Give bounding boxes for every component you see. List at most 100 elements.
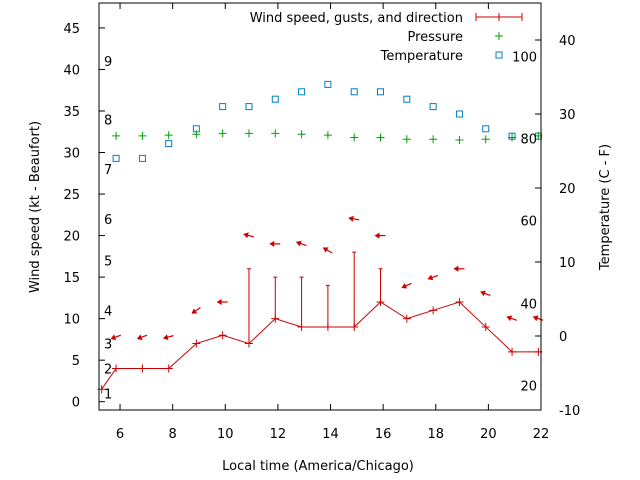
wind-speed-point <box>402 314 411 323</box>
wind-speed-point <box>218 331 227 340</box>
tick-labels-layer: 6 8 10 12 14 16 18 20 22051015202530354045-10010… <box>63 22 580 442</box>
wind-speed-point <box>508 347 517 356</box>
wind-direction-arrow <box>532 315 544 322</box>
pressure-point <box>112 131 121 140</box>
wind-arrow-head <box>401 283 408 289</box>
temperature-point <box>138 154 146 162</box>
wind-speed-line <box>101 301 539 390</box>
wind-direction-arrow <box>322 247 333 254</box>
legend-key-pressure <box>495 32 503 40</box>
y-left-tick-label: 15 <box>63 271 80 286</box>
pressure-point <box>218 129 227 138</box>
wind-direction-arrow <box>295 240 307 247</box>
wind-speed-point <box>429 306 438 315</box>
wind-arrow-head <box>480 290 486 297</box>
wind-speed-point <box>112 364 121 373</box>
y-left-tick-label: 40 <box>63 63 80 78</box>
y-right-tick-label: 30 <box>559 108 576 123</box>
y-right-tick-label: -10 <box>559 404 580 419</box>
pressure-point <box>244 129 253 138</box>
y-left-tick-label: 25 <box>63 188 80 203</box>
temperature-point <box>192 125 200 133</box>
wind-arrow-head <box>348 215 354 222</box>
wind-arrow-head <box>322 247 329 253</box>
y-left-tick-label: 5 <box>72 354 80 369</box>
y-axis-left-label: Wind speed (kt - Beaufort) <box>28 121 43 293</box>
y-left-tick-label: 10 <box>63 313 80 328</box>
legend-label-wind: Wind speed, gusts, and direction <box>250 11 463 26</box>
wind-direction-arrow <box>374 232 386 239</box>
y-axis-right-label: Temperature (C - F) <box>598 144 613 271</box>
wind-arrow-head <box>136 334 143 341</box>
wind-direction-arrow <box>480 290 491 297</box>
wind-direction-arrow <box>348 215 360 222</box>
wind-arrow-head <box>191 308 198 314</box>
x-tick-label: 14 <box>322 427 339 442</box>
x-tick-label: 22 <box>533 427 550 442</box>
temperature-point <box>245 103 253 111</box>
y-right-tick-label: 40 <box>559 34 576 49</box>
beaufort-label: 3 <box>104 338 112 353</box>
pressure-point <box>297 130 306 139</box>
legend-label-temperature: Temperature <box>380 49 463 64</box>
wind-gust-bar <box>325 284 330 327</box>
pressure-point <box>138 131 147 140</box>
temperature-point <box>350 88 358 96</box>
wind-arrow-head <box>243 232 249 239</box>
wind-direction-arrow <box>427 274 439 281</box>
y-left-tick-label: 20 <box>63 230 80 245</box>
y-left-tick-label: 0 <box>72 396 80 411</box>
temperature-point <box>455 110 463 118</box>
temperature-point <box>298 88 306 96</box>
temperature-point <box>165 140 173 148</box>
fahrenheit-label: 100 <box>512 50 537 65</box>
y-left-tick-label: 35 <box>63 105 80 120</box>
wind-direction-arrow <box>136 334 148 341</box>
temperature-point <box>324 80 332 88</box>
temperature-point <box>112 154 120 162</box>
pressure-point <box>402 135 411 144</box>
wind-speed-point <box>481 322 490 331</box>
pressure-point <box>323 131 332 140</box>
wind-direction-arrow <box>453 265 465 272</box>
y-right-tick-label: 0 <box>559 330 567 345</box>
pressure-point <box>429 135 438 144</box>
pressure-point <box>455 136 464 145</box>
beaufort-label: 1 <box>104 387 112 402</box>
wind-arrow-head <box>374 232 380 239</box>
wind-arrow-head <box>162 334 169 341</box>
x-tick-label: 16 <box>375 427 392 442</box>
wind-direction-arrow <box>191 306 201 314</box>
beaufort-label: 4 <box>104 304 112 319</box>
x-tick-label: 8 <box>169 427 177 442</box>
wind-gust-bar <box>299 276 304 327</box>
pressure-point <box>271 129 280 138</box>
legend: Wind speed, gusts, and direction Pressur… <box>250 11 523 64</box>
beaufort-label: 5 <box>104 254 112 269</box>
x-axis-label: Local time (America/Chicago) <box>222 459 414 474</box>
temperature-point <box>429 103 437 111</box>
x-tick-label: 10 <box>217 427 234 442</box>
temperature-point <box>377 88 385 96</box>
wind-arrow-head <box>295 240 302 247</box>
pressure-point <box>376 133 385 142</box>
pressure-point <box>350 133 359 142</box>
x-tick-label: 12 <box>270 427 287 442</box>
pressure-point <box>481 135 490 144</box>
y-left-tick-label: 30 <box>63 147 80 162</box>
y-right-tick-label: 20 <box>559 182 576 197</box>
wind-gust-bar <box>246 268 251 344</box>
wind-direction-arrow <box>401 282 412 289</box>
x-tick-label: 6 <box>116 427 124 442</box>
axis-ticks-layer <box>99 3 542 411</box>
legend-label-pressure: Pressure <box>407 30 463 45</box>
fahrenheit-label: 60 <box>520 215 537 230</box>
x-tick-label: 20 <box>480 427 497 442</box>
beaufort-label: 6 <box>104 213 112 228</box>
wind-direction-arrow <box>269 240 281 247</box>
y-left-tick-label: 45 <box>63 22 80 37</box>
wind-arrow-head <box>506 315 513 322</box>
fahrenheit-label: 20 <box>520 380 537 395</box>
wind-direction-arrow <box>243 232 254 239</box>
